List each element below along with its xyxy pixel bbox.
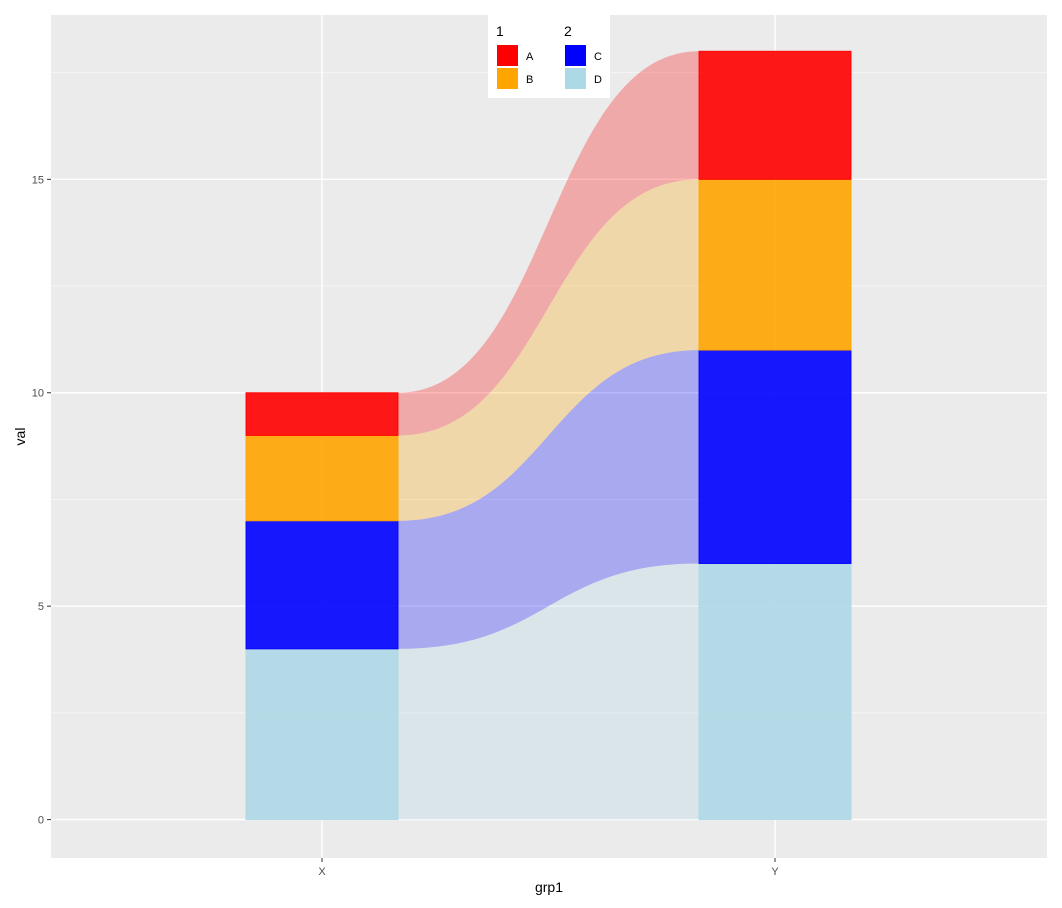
bar-X-A (245, 392, 399, 436)
legend-key-D (565, 68, 586, 89)
legend-label-B: B (526, 74, 533, 86)
flow-C (398, 350, 699, 649)
legend-title: 1 (496, 23, 504, 39)
y-axis: 0 5 10 15 (32, 174, 51, 827)
x-axis-title: grp1 (535, 879, 563, 895)
legend-key-A (497, 45, 518, 66)
bar-Y-C (698, 349, 852, 564)
bar-Y-A (698, 50, 852, 180)
flow-A (398, 51, 699, 436)
y-tick-label: 15 (32, 174, 44, 186)
legend-label-C: C (594, 51, 602, 63)
bar-X-D (245, 648, 399, 821)
legend-label-D: D (594, 74, 602, 86)
legend-title: 2 (564, 23, 572, 39)
bar-Y-D (698, 562, 852, 821)
bar-X-B (245, 434, 399, 522)
plot-panel (51, 15, 1047, 858)
y-tick-label: 5 (38, 601, 44, 613)
bar-Y-B (698, 178, 852, 351)
legend-key-C (565, 45, 586, 66)
bar-layer (245, 50, 852, 821)
flow-D (398, 563, 699, 820)
legend-label-A: A (526, 51, 534, 63)
flow-B (398, 179, 699, 521)
bar-X-C (245, 520, 399, 650)
y-tick-label: 10 (32, 388, 44, 400)
legend: 1 AB 2 CD (488, 15, 610, 98)
legend-key-B (497, 68, 518, 89)
flow-layer (398, 51, 699, 820)
y-axis-title: val (12, 428, 28, 446)
x-tick-label: X (318, 866, 326, 878)
y-tick-label: 0 (38, 815, 44, 827)
x-tick-label: Y (771, 866, 779, 878)
